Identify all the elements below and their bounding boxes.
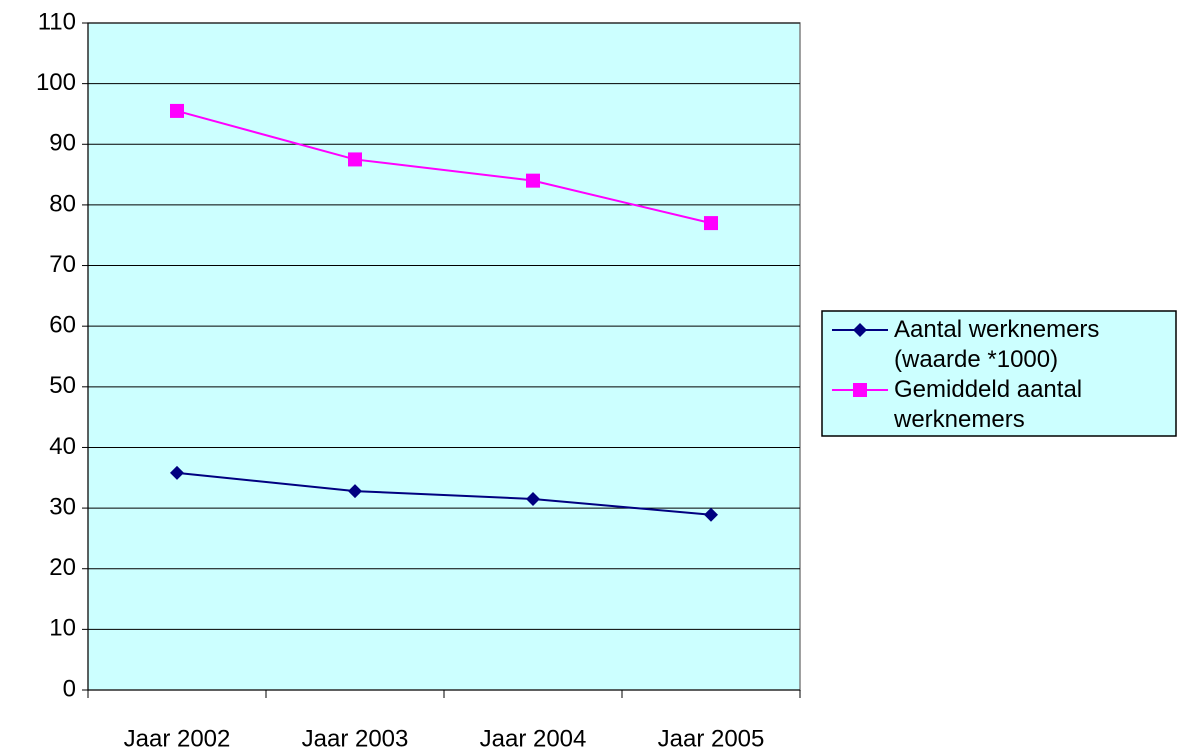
x-tick-label: Jaar 2003: [302, 725, 409, 751]
marker: [704, 507, 718, 522]
marker: [526, 491, 540, 506]
y-tick-label: 30: [49, 493, 76, 520]
y-tick-label: 100: [36, 69, 76, 96]
marker: [170, 465, 184, 480]
x-tick-label: Jaar 2004: [480, 725, 587, 751]
y-tick-label: 80: [49, 190, 76, 217]
series-line: [176, 471, 712, 516]
series-line: [176, 109, 712, 225]
y-tick-label: 10: [49, 615, 76, 642]
legend-label: Aantal werknemers (waarde *1000): [894, 316, 1100, 373]
y-tick-label: 60: [49, 312, 76, 339]
y-tick-label: 50: [49, 372, 76, 399]
plot-area: [87, 22, 801, 691]
marker: [526, 173, 540, 188]
y-tick-label: 70: [49, 251, 76, 278]
marker: [853, 323, 867, 337]
marker: [853, 383, 867, 397]
marker: [170, 103, 184, 118]
marker: [348, 152, 362, 167]
marker: [348, 484, 362, 499]
y-tick-label: 110: [38, 8, 76, 35]
marker: [704, 216, 718, 231]
y-tick-label: 40: [49, 433, 76, 460]
y-tick-label: 0: [63, 675, 76, 702]
y-tick-label: 20: [49, 554, 76, 581]
x-tick-label: Jaar 2002: [124, 725, 231, 751]
legend-label: Gemiddeld aantal werknemers: [894, 376, 1083, 433]
legend: [821, 310, 1177, 437]
x-tick-label: Jaar 2005: [658, 725, 765, 751]
y-tick-label: 90: [49, 130, 76, 157]
